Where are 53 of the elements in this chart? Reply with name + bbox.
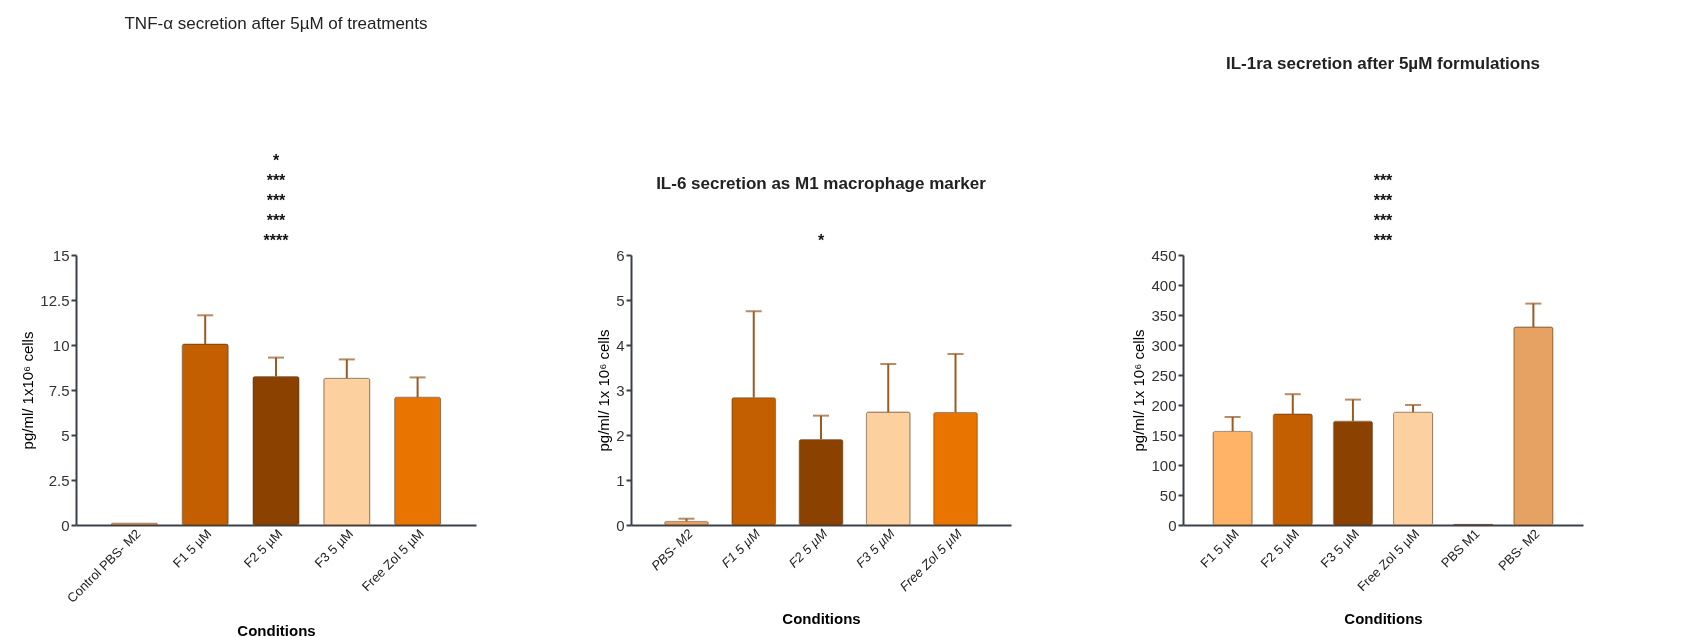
- x-tick-label: F2 5 µM: [1257, 526, 1302, 571]
- text: ****: [263, 232, 290, 249]
- chart-title: TNF-α secretion after 5µM of treatments: [124, 14, 428, 33]
- y-tick-label: 250: [1151, 366, 1177, 384]
- y-tick-label: 10: [52, 336, 70, 354]
- y-tick-label: 12.5: [40, 291, 70, 309]
- y-axis-title: pg/ml/ 1x 10⁶ cells: [595, 329, 613, 452]
- text: *: [817, 232, 825, 249]
- y-tick-label: 2.5: [48, 471, 70, 489]
- x-tick-label: F2 5 µM: [785, 525, 831, 571]
- y-tick-label: 0: [1168, 516, 1177, 534]
- chart-title: IL-1ra secretion after 5µM formulations: [1226, 54, 1540, 73]
- x-tick-label: F3 5 µM: [852, 525, 898, 571]
- y-axis-title: pg/ml/ 1x10⁶ cells: [19, 331, 37, 450]
- text: ***: [1373, 212, 1394, 229]
- y-tick-label: 350: [1151, 306, 1177, 324]
- y-tick-label: 0: [616, 516, 625, 534]
- y-tick-label: 3: [616, 381, 625, 399]
- text: ***: [266, 212, 287, 229]
- y-tick-label: 5: [616, 291, 625, 309]
- x-axis-title: Conditions: [782, 610, 861, 628]
- text: *: [272, 152, 280, 169]
- x-axis-title: Conditions: [1344, 610, 1423, 628]
- y-axis-title: pg/ml/ 1x 10⁶ cells: [1130, 329, 1148, 452]
- y-tick-label: 400: [1151, 276, 1177, 294]
- x-tick-label: F3 5 µM: [1317, 526, 1363, 571]
- x-tick-label: Free Zol 5 µM: [358, 526, 427, 595]
- text: ***: [266, 192, 287, 209]
- y-tick-label: 150: [1151, 426, 1177, 444]
- y-tick-label: 4: [616, 336, 625, 354]
- x-tick-label: F1 5 µM: [169, 526, 215, 571]
- y-tick-label: 1: [616, 471, 625, 489]
- y-tick-label: 450: [1151, 246, 1177, 264]
- y-tick-label: 7.5: [48, 381, 70, 399]
- y-tick-label: 6: [616, 246, 625, 264]
- text: ***: [1373, 232, 1394, 249]
- y-tick-label: 50: [1159, 486, 1177, 504]
- text: ***: [1373, 172, 1394, 189]
- text: ***: [266, 172, 287, 189]
- y-tick-label: 15: [52, 246, 70, 264]
- text: ***: [1373, 192, 1394, 209]
- y-tick-label: 5: [61, 426, 70, 444]
- y-tick-label: 300: [1151, 336, 1177, 354]
- x-tick-label: F1 5 µM: [718, 525, 764, 571]
- y-tick-label: 0: [61, 516, 70, 534]
- x-tick-label: F1 5 µM: [1197, 526, 1242, 571]
- y-tick-label: 100: [1151, 456, 1177, 474]
- chart-title: IL-6 secretion as M1 macrophage marker: [656, 174, 987, 193]
- x-axis-title: Conditions: [237, 621, 316, 637]
- x-tick-label: F2 5 µM: [240, 526, 286, 571]
- x-tick-label: F3 5 µM: [311, 526, 356, 571]
- y-tick-label: 2: [616, 426, 625, 444]
- y-tick-label: 200: [1151, 396, 1177, 414]
